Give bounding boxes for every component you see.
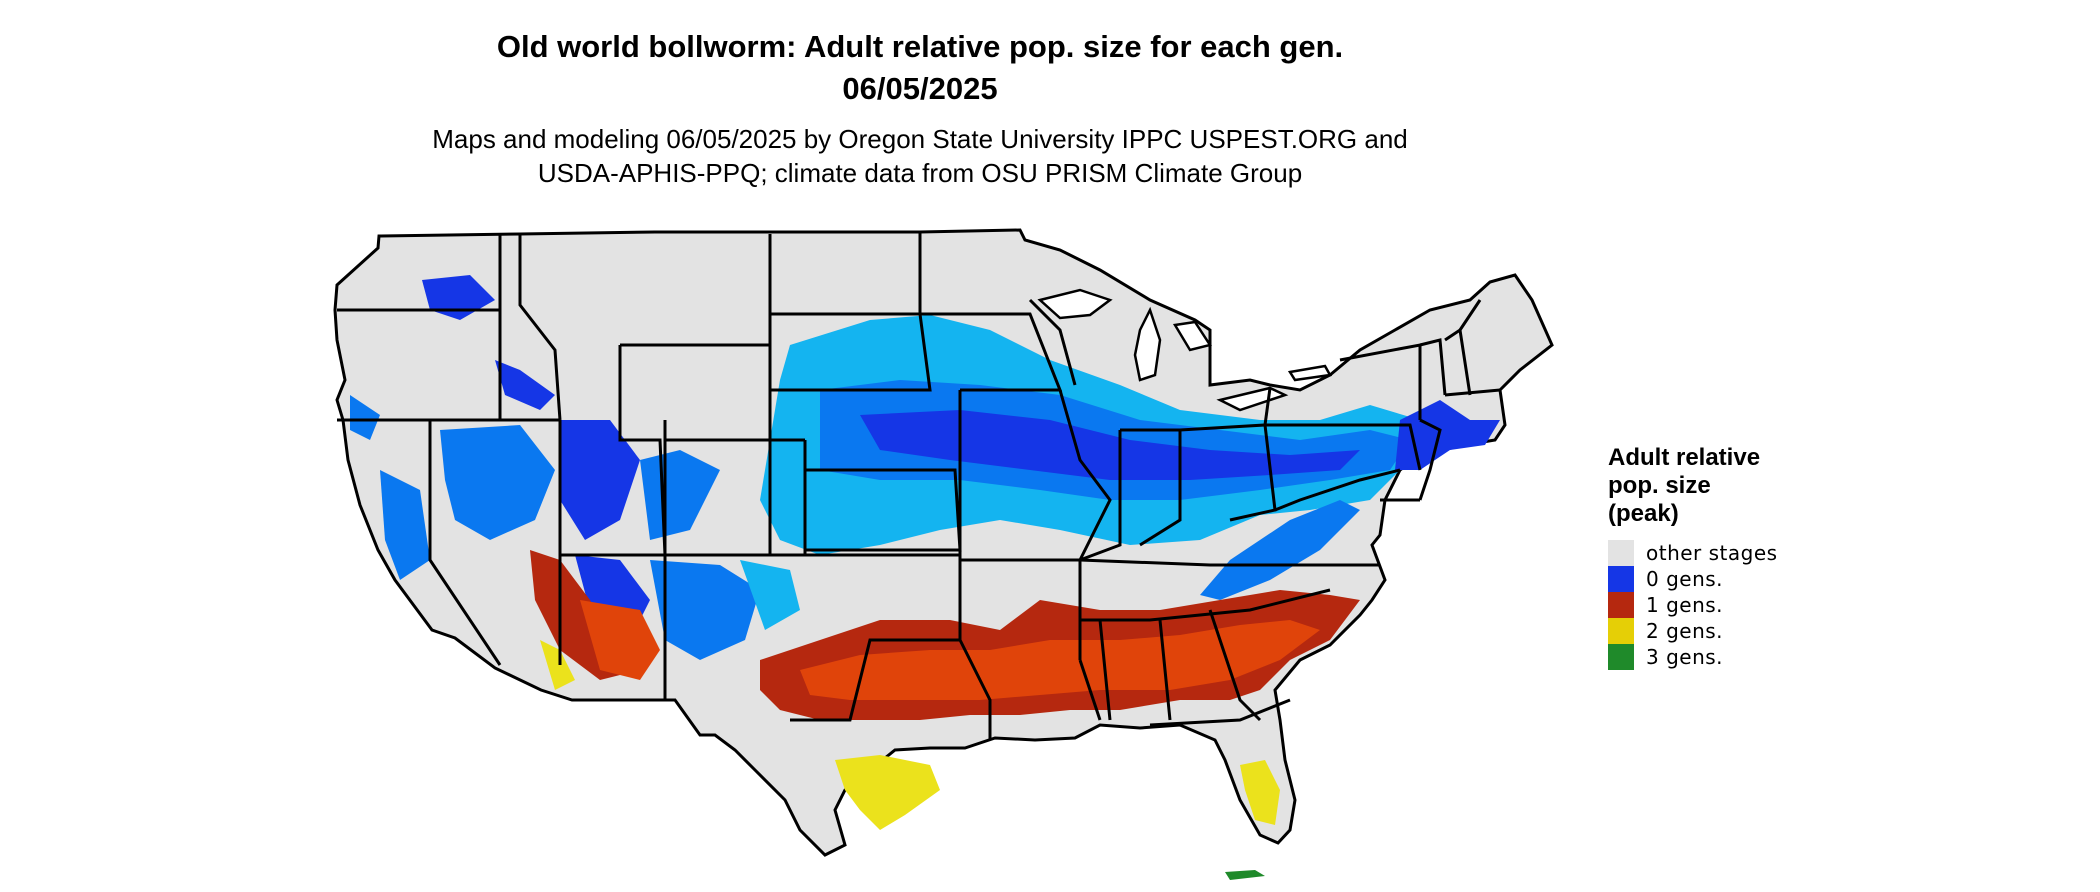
legend-label: 3 gens. [1646, 645, 1724, 669]
legend-label: 1 gens. [1646, 593, 1724, 617]
map-layer-1-gens [530, 550, 1360, 720]
map-title: Old world bollworm: Adult relative pop. … [0, 26, 1840, 110]
legend-label: 2 gens. [1646, 619, 1724, 643]
us-outline [333, 228, 1554, 857]
map-layer-2-gens [540, 640, 1280, 830]
legend-label: other stages [1646, 541, 1778, 565]
legend-title-line-3: (peak) [1608, 500, 1679, 527]
legend-items: other stages 0 gens. 1 gens. 2 gens. 3 g… [1608, 540, 1828, 670]
legend-item-other-stages: other stages [1608, 540, 1828, 566]
legend-title-line-1: Adult relative [1608, 444, 1761, 471]
subtitle-line-1: Maps and modeling 06/05/2025 by Oregon S… [432, 124, 1408, 154]
map-subtitle: Maps and modeling 06/05/2025 by Oregon S… [0, 122, 1840, 190]
us-map [333, 228, 1554, 880]
title-line-2: 06/05/2025 [842, 71, 998, 106]
great-lakes [1037, 288, 1332, 412]
legend-item-1-gens: 1 gens. [1608, 592, 1828, 618]
subtitle-line-2: USDA-APHIS-PPQ; climate data from OSU PR… [537, 158, 1303, 188]
legend-swatch [1608, 644, 1634, 670]
legend-swatch [1608, 618, 1634, 644]
legend-swatch [1608, 540, 1634, 566]
legend-label: 0 gens. [1646, 567, 1724, 591]
state-borders [337, 232, 1501, 740]
legend-item-0-gens: 0 gens. [1608, 566, 1828, 592]
legend-title: Adult relative pop. size (peak) [1608, 444, 1828, 528]
legend-item-3-gens: 3 gens. [1608, 644, 1828, 670]
title-line-1: Old world bollworm: Adult relative pop. … [496, 29, 1344, 64]
legend-title-line-2: pop. size [1608, 472, 1711, 499]
legend-swatch [1608, 592, 1634, 618]
legend-swatch [1608, 566, 1634, 592]
map-layer-3-gens [1225, 870, 1265, 880]
legend: Adult relative pop. size (peak) other st… [1608, 444, 1828, 670]
legend-item-2-gens: 2 gens. [1608, 618, 1828, 644]
